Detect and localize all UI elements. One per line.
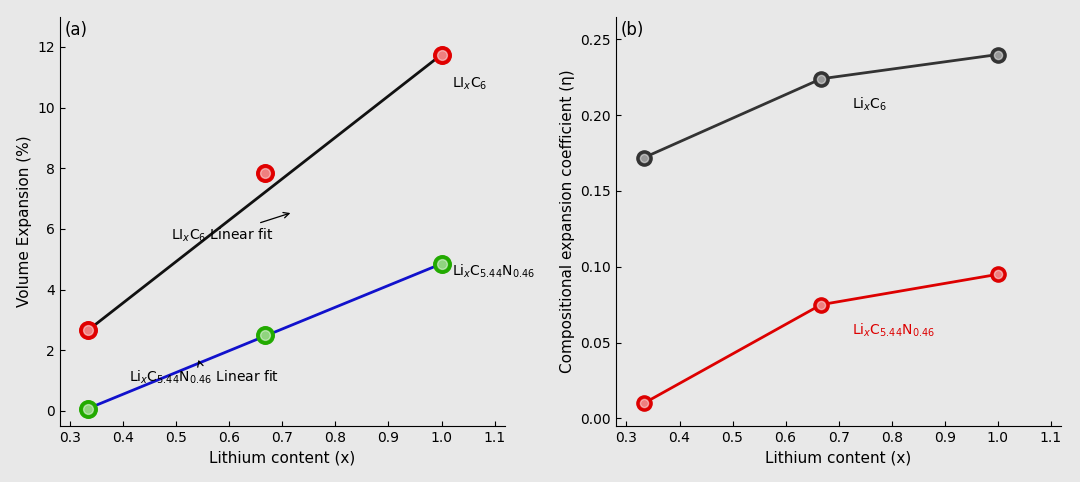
Text: Li$_x$C$_{5.44}$N$_{0.46}$: Li$_x$C$_{5.44}$N$_{0.46}$ (453, 263, 536, 280)
Point (812, 301, 829, 308)
Text: LI$_x$C$_6$ Linear fit: LI$_x$C$_6$ Linear fit (171, 213, 289, 243)
Text: Li$_x$C$_{5.44}$N$_{0.46}$ Linear fit: Li$_x$C$_{5.44}$N$_{0.46}$ Linear fit (129, 361, 279, 386)
Point (635, 154, 652, 161)
Point (433, 51, 450, 58)
Point (256, 169, 273, 176)
Point (635, 399, 652, 407)
Text: Li$_x$C$_{5.44}$N$_{0.46}$: Li$_x$C$_{5.44}$N$_{0.46}$ (852, 321, 935, 339)
X-axis label: Lithium content (x): Lithium content (x) (766, 450, 912, 465)
Point (635, 154, 652, 161)
Point (79, 405, 96, 413)
Point (433, 51, 450, 58)
Text: LI$_x$C$_6$: LI$_x$C$_6$ (453, 75, 487, 92)
Text: Li$_x$C$_6$: Li$_x$C$_6$ (852, 96, 887, 113)
Point (79, 405, 96, 413)
Point (989, 270, 1007, 278)
Point (79, 327, 96, 335)
Point (433, 260, 450, 268)
X-axis label: Lithium content (x): Lithium content (x) (210, 450, 355, 465)
Point (812, 75, 829, 83)
Point (79, 327, 96, 335)
Point (989, 51, 1007, 58)
Point (812, 75, 829, 83)
Point (812, 301, 829, 308)
Point (635, 399, 652, 407)
Y-axis label: Compositional expansion coefficient (η): Compositional expansion coefficient (η) (559, 69, 575, 373)
Point (989, 270, 1007, 278)
Text: (b): (b) (620, 21, 644, 39)
Y-axis label: Volume Expansion (%): Volume Expansion (%) (16, 135, 31, 307)
Point (256, 331, 273, 339)
Point (256, 331, 273, 339)
Point (256, 169, 273, 176)
Text: (a): (a) (64, 21, 87, 39)
Point (433, 260, 450, 268)
Point (989, 51, 1007, 58)
